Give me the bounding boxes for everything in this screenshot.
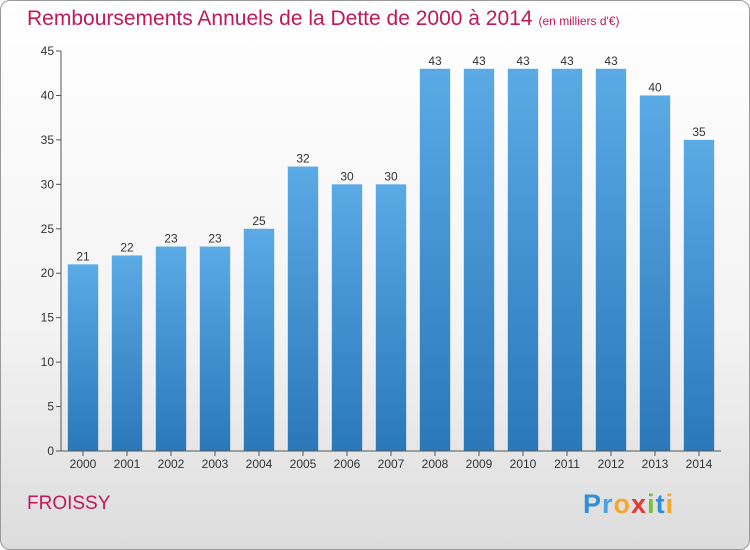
logo-letter-i: i xyxy=(647,489,656,519)
y-axis: 0 5 10 15 20 25 30 35 40 45 xyxy=(41,44,62,458)
commune-name: FROISSY xyxy=(27,493,111,514)
logo-letter-i2: i xyxy=(665,489,675,519)
y-tick-label: 30 xyxy=(41,177,55,191)
chart-title-text: Remboursements Annuels de la Dette de 20… xyxy=(27,7,533,30)
bar xyxy=(111,255,143,451)
y-tick-label: 40 xyxy=(41,88,55,102)
bar-value-label: 43 xyxy=(428,54,442,68)
bar xyxy=(639,95,671,451)
x-tick-label: 2009 xyxy=(466,457,493,471)
logo-letter-x: x xyxy=(631,489,648,519)
logo-letter-o: o xyxy=(613,489,632,519)
bar xyxy=(683,139,715,451)
y-tick-label: 0 xyxy=(47,444,54,458)
logo-letter-r: r xyxy=(602,489,614,519)
bar-value-label: 43 xyxy=(560,54,574,68)
bars-group: 21 22 23 23 25 32 30 30 43 43 43 43 43 40 35 xyxy=(67,54,715,452)
x-tick-label: 2014 xyxy=(686,457,713,471)
bar-value-label: 22 xyxy=(120,240,134,254)
bar xyxy=(507,68,539,452)
bar xyxy=(287,166,319,452)
y-tick-label: 15 xyxy=(41,311,55,325)
bar-value-label: 25 xyxy=(252,214,266,228)
bar xyxy=(155,246,187,451)
x-tick-label: 2011 xyxy=(554,457,580,471)
bar-value-label: 23 xyxy=(208,232,222,246)
x-tick-label: 2013 xyxy=(642,457,669,471)
x-axis: 2000 2001 2002 2003 2004 2005 2006 2007 2008 2009… xyxy=(61,450,721,471)
y-tick-label: 10 xyxy=(41,355,55,369)
logo-letter-t: t xyxy=(655,489,666,519)
bar xyxy=(375,184,407,452)
proxiti-logo: Proxiti xyxy=(583,489,674,520)
bar xyxy=(551,68,583,452)
y-tick-label: 45 xyxy=(41,44,55,58)
y-tick-label: 20 xyxy=(41,266,55,280)
bar-value-label: 43 xyxy=(516,54,530,68)
y-tick-label: 35 xyxy=(41,133,55,147)
x-tick-label: 2006 xyxy=(334,457,361,471)
y-tick-label: 5 xyxy=(47,400,54,414)
x-tick-label: 2008 xyxy=(422,457,449,471)
bar-value-label: 35 xyxy=(692,125,706,139)
logo-letter-p: P xyxy=(583,489,603,519)
bar xyxy=(419,68,451,452)
x-tick-label: 2004 xyxy=(246,457,273,471)
x-tick-label: 2001 xyxy=(114,457,141,471)
bar xyxy=(595,68,627,452)
bar xyxy=(463,68,495,452)
bar-value-label: 23 xyxy=(164,232,178,246)
x-tick-label: 2007 xyxy=(378,457,405,471)
bar xyxy=(67,264,99,451)
x-tick-label: 2002 xyxy=(158,457,185,471)
y-tick-label: 25 xyxy=(41,222,55,236)
x-tick-label: 2003 xyxy=(202,457,229,471)
x-tick-label: 2000 xyxy=(70,457,97,471)
bar xyxy=(243,228,275,451)
bar-value-label: 30 xyxy=(384,169,398,183)
bar-value-label: 43 xyxy=(604,54,618,68)
bar-value-label: 32 xyxy=(296,152,310,166)
bar-value-label: 43 xyxy=(472,54,486,68)
x-tick-label: 2012 xyxy=(598,457,625,471)
chart-unit-note: (en milliers d'€) xyxy=(538,14,620,28)
bar-value-label: 40 xyxy=(648,80,662,94)
x-tick-label: 2005 xyxy=(290,457,317,471)
bar-value-label: 30 xyxy=(340,169,354,183)
chart-title: Remboursements Annuels de la Dette de 20… xyxy=(27,7,620,31)
bar xyxy=(199,246,231,451)
x-tick-label: 2010 xyxy=(510,457,537,471)
bar-value-label: 21 xyxy=(76,249,90,263)
bar xyxy=(331,184,363,452)
